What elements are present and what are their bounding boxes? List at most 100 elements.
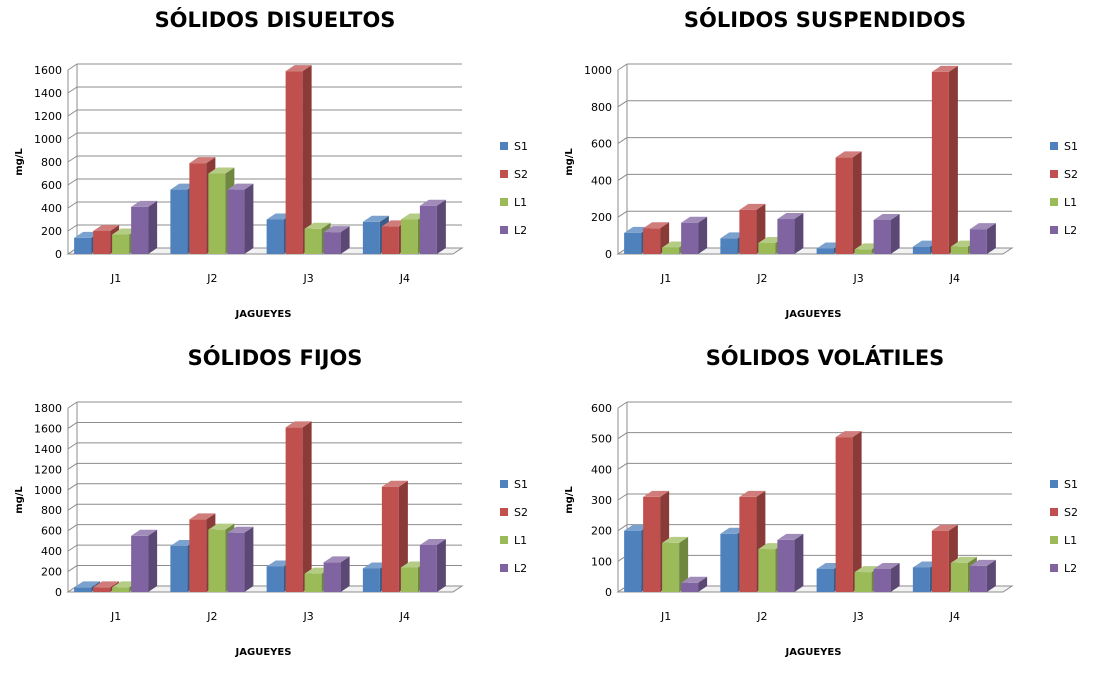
gridline-depth: [67, 178, 78, 186]
bar-S2-J4: [381, 480, 408, 592]
gridline-depth: [67, 132, 78, 140]
x-tick-label: J2: [206, 610, 217, 623]
bar-L2-J3: [873, 213, 900, 254]
x-axis-label: JAGUEYES: [235, 309, 292, 320]
y-tick-label: 200: [591, 211, 612, 224]
gridline-depth: [617, 137, 628, 145]
bar-L2-J4: [419, 199, 446, 254]
gridline-depth: [617, 493, 628, 501]
bar-L2-J1: [131, 200, 158, 254]
bar-L2-J2: [227, 526, 254, 592]
bar-L2-J1: [681, 576, 708, 592]
legend-swatch: [1050, 142, 1058, 150]
y-tick-label: 1400: [34, 443, 62, 456]
x-tick-label: J3: [303, 610, 314, 623]
legend-label: S1: [514, 478, 528, 491]
y-tick-label: 1400: [34, 87, 62, 100]
legend-label: S1: [1064, 140, 1078, 153]
y-tick-label: 300: [591, 494, 612, 507]
y-tick-label: 0: [55, 248, 62, 261]
gridline-depth: [617, 210, 628, 218]
y-tick-label: 1800: [34, 402, 62, 415]
legend-label: L1: [1064, 534, 1077, 547]
bar-L2-J4: [419, 538, 446, 592]
y-tick-label: 0: [55, 586, 62, 599]
legend-swatch: [500, 198, 508, 206]
x-axis-label: JAGUEYES: [235, 647, 292, 658]
legend-label: L1: [514, 196, 527, 209]
gridline-depth: [67, 503, 78, 511]
legend-swatch: [1050, 226, 1058, 234]
legend-swatch: [500, 536, 508, 544]
y-tick-label: 600: [591, 402, 612, 415]
x-tick-label: J2: [206, 272, 217, 285]
gridline-depth: [67, 442, 78, 450]
y-axis-label: mg/L: [14, 486, 25, 514]
legend-swatch: [500, 142, 508, 150]
y-tick-label: 400: [41, 202, 62, 215]
bar-L2-J2: [777, 213, 804, 254]
bar-L2-J3: [323, 556, 350, 592]
x-tick-label: J4: [949, 272, 960, 285]
chart-svg: 0 100 200 300 400 500 600 J1 J2 J3 J4 JAGUEYES mg/L S…: [564, 401, 1078, 658]
legend-swatch: [500, 564, 508, 572]
bar-L1-J1: [662, 536, 689, 592]
x-tick-label: J1: [110, 272, 121, 285]
bar-S2-J3: [285, 421, 312, 592]
legend-label: L2: [514, 562, 527, 575]
gridline-depth: [617, 462, 628, 470]
bar-L2-J1: [681, 216, 708, 254]
legend-swatch: [1050, 480, 1058, 488]
gridline-depth: [617, 63, 628, 71]
y-tick-label: 1000: [34, 133, 62, 146]
bar-L2-J3: [873, 563, 900, 592]
legend-label: S2: [1064, 168, 1078, 181]
gridline-depth: [67, 483, 78, 491]
y-tick-label: 600: [591, 138, 612, 151]
y-tick-label: 800: [591, 101, 612, 114]
legend-label: L2: [514, 224, 527, 237]
chart-svg: 0 200 400 600 800 1000 1200 1400 1600 1800 J1 J2 J3 J…: [14, 401, 528, 658]
gridline-depth: [617, 401, 628, 409]
gridline-depth: [67, 544, 78, 552]
bar-S2-J2: [739, 203, 766, 254]
x-tick-label: J2: [756, 610, 767, 623]
y-tick-label: 1200: [34, 110, 62, 123]
y-tick-label: 400: [41, 545, 62, 558]
gridline-depth: [67, 109, 78, 117]
legend-swatch: [1050, 564, 1058, 572]
bar-S2-J3: [835, 431, 862, 592]
legend-swatch: [500, 170, 508, 178]
x-tick-label: J4: [949, 610, 960, 623]
bar-L2-J4: [969, 559, 996, 592]
bar-L2-J2: [777, 533, 804, 592]
bar-S2-J4: [931, 65, 958, 254]
y-axis-label: mg/L: [564, 148, 575, 176]
chart-svg: 0 200 400 600 800 1000 J1 J2 J3 J4 JAGUEYES mg/L S1 S…: [564, 63, 1078, 320]
gridline-depth: [67, 401, 78, 409]
legend-swatch: [500, 226, 508, 234]
x-tick-label: J3: [853, 610, 864, 623]
x-axis-label: JAGUEYES: [785, 647, 842, 658]
gridline-depth: [617, 524, 628, 532]
bar-L2-J1: [131, 529, 158, 592]
y-tick-label: 600: [41, 179, 62, 192]
x-tick-label: J1: [110, 610, 121, 623]
legend-swatch: [1050, 536, 1058, 544]
y-tick-label: 1200: [34, 463, 62, 476]
chart-svg: 0 200 400 600 800 1000 1200 1400 1600 J1 J2 J3 J4 JAG…: [14, 63, 528, 320]
legend-swatch: [1050, 198, 1058, 206]
chart-panel-suspendidos: SÓLIDOS SUSPENDIDOS 0 200 400 600 800 1000 J1 J…: [550, 0, 1100, 337]
bar-S2-J3: [285, 65, 312, 255]
gridline-depth: [67, 524, 78, 532]
legend-swatch: [1050, 508, 1058, 516]
chart-panel-disueltos: SÓLIDOS DISUELTOS 0 200 400 600 800 1000 1200 1…: [0, 0, 550, 337]
gridline-depth: [67, 155, 78, 163]
y-tick-label: 200: [591, 525, 612, 538]
legend-label: L2: [1064, 562, 1077, 575]
y-tick-label: 400: [591, 463, 612, 476]
y-axis-label: mg/L: [564, 486, 575, 514]
gridline-depth: [67, 224, 78, 232]
legend-swatch: [500, 508, 508, 516]
y-tick-label: 100: [591, 555, 612, 568]
